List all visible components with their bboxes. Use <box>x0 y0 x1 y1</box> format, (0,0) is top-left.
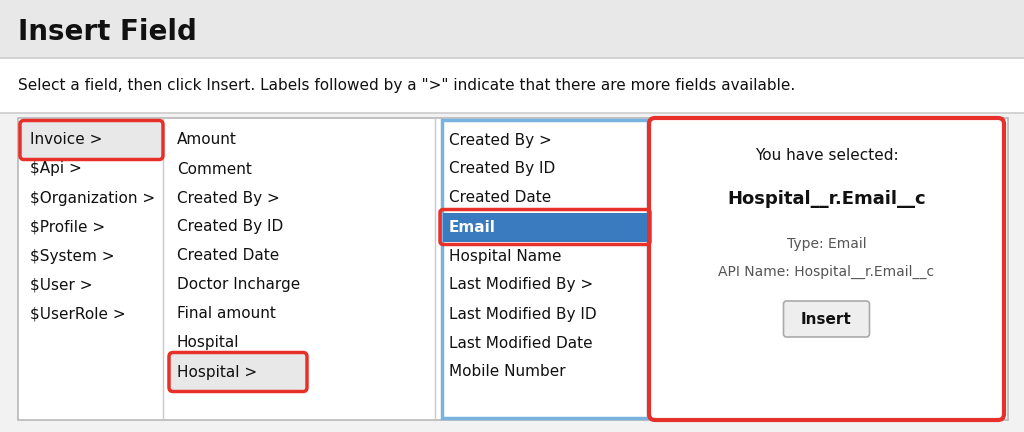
Text: Select a field, then click Insert. Labels followed by a ">" indicate that there : Select a field, then click Insert. Label… <box>18 78 796 93</box>
Text: Hospital >: Hospital > <box>177 365 257 379</box>
FancyBboxPatch shape <box>0 0 1024 58</box>
FancyBboxPatch shape <box>20 121 163 159</box>
FancyBboxPatch shape <box>0 58 1024 113</box>
Text: Insert Field: Insert Field <box>18 18 197 46</box>
Text: Final amount: Final amount <box>177 306 275 321</box>
Text: Created By ID: Created By ID <box>449 162 555 177</box>
Text: Amount: Amount <box>177 133 237 147</box>
FancyBboxPatch shape <box>649 118 1004 420</box>
Text: Created By >: Created By > <box>177 191 280 206</box>
Text: Created Date: Created Date <box>177 248 280 264</box>
Text: Invoice >: Invoice > <box>30 133 102 147</box>
FancyBboxPatch shape <box>443 213 647 241</box>
FancyBboxPatch shape <box>783 301 869 337</box>
Text: $System >: $System > <box>30 248 115 264</box>
Text: Created By ID: Created By ID <box>177 219 284 235</box>
Text: Hospital Name: Hospital Name <box>449 248 561 264</box>
Text: Doctor Incharge: Doctor Incharge <box>177 277 300 292</box>
Text: $UserRole >: $UserRole > <box>30 306 126 321</box>
Text: $Profile >: $Profile > <box>30 219 105 235</box>
FancyBboxPatch shape <box>442 120 648 418</box>
Text: Insert: Insert <box>801 311 852 327</box>
Text: Last Modified By ID: Last Modified By ID <box>449 306 597 321</box>
Text: Created By >: Created By > <box>449 133 552 147</box>
Text: $Api >: $Api > <box>30 162 82 177</box>
Text: Mobile Number: Mobile Number <box>449 365 565 379</box>
FancyBboxPatch shape <box>169 353 307 391</box>
Text: You have selected:: You have selected: <box>755 149 898 163</box>
Text: Created Date: Created Date <box>449 191 551 206</box>
Text: Hospital: Hospital <box>177 336 240 350</box>
Text: Last Modified Date: Last Modified Date <box>449 336 593 350</box>
Text: API Name: Hospital__r.Email__c: API Name: Hospital__r.Email__c <box>719 265 935 279</box>
Text: Email: Email <box>449 219 496 235</box>
Text: Type: Email: Type: Email <box>786 237 866 251</box>
FancyBboxPatch shape <box>18 118 1008 420</box>
Text: Comment: Comment <box>177 162 252 177</box>
Text: $User >: $User > <box>30 277 92 292</box>
Text: Hospital >: Hospital > <box>177 365 257 379</box>
Text: Last Modified By >: Last Modified By > <box>449 277 593 292</box>
Text: Hospital__r.Email__c: Hospital__r.Email__c <box>727 190 926 208</box>
Text: $Organization >: $Organization > <box>30 191 155 206</box>
Text: Invoice >: Invoice > <box>30 133 102 147</box>
